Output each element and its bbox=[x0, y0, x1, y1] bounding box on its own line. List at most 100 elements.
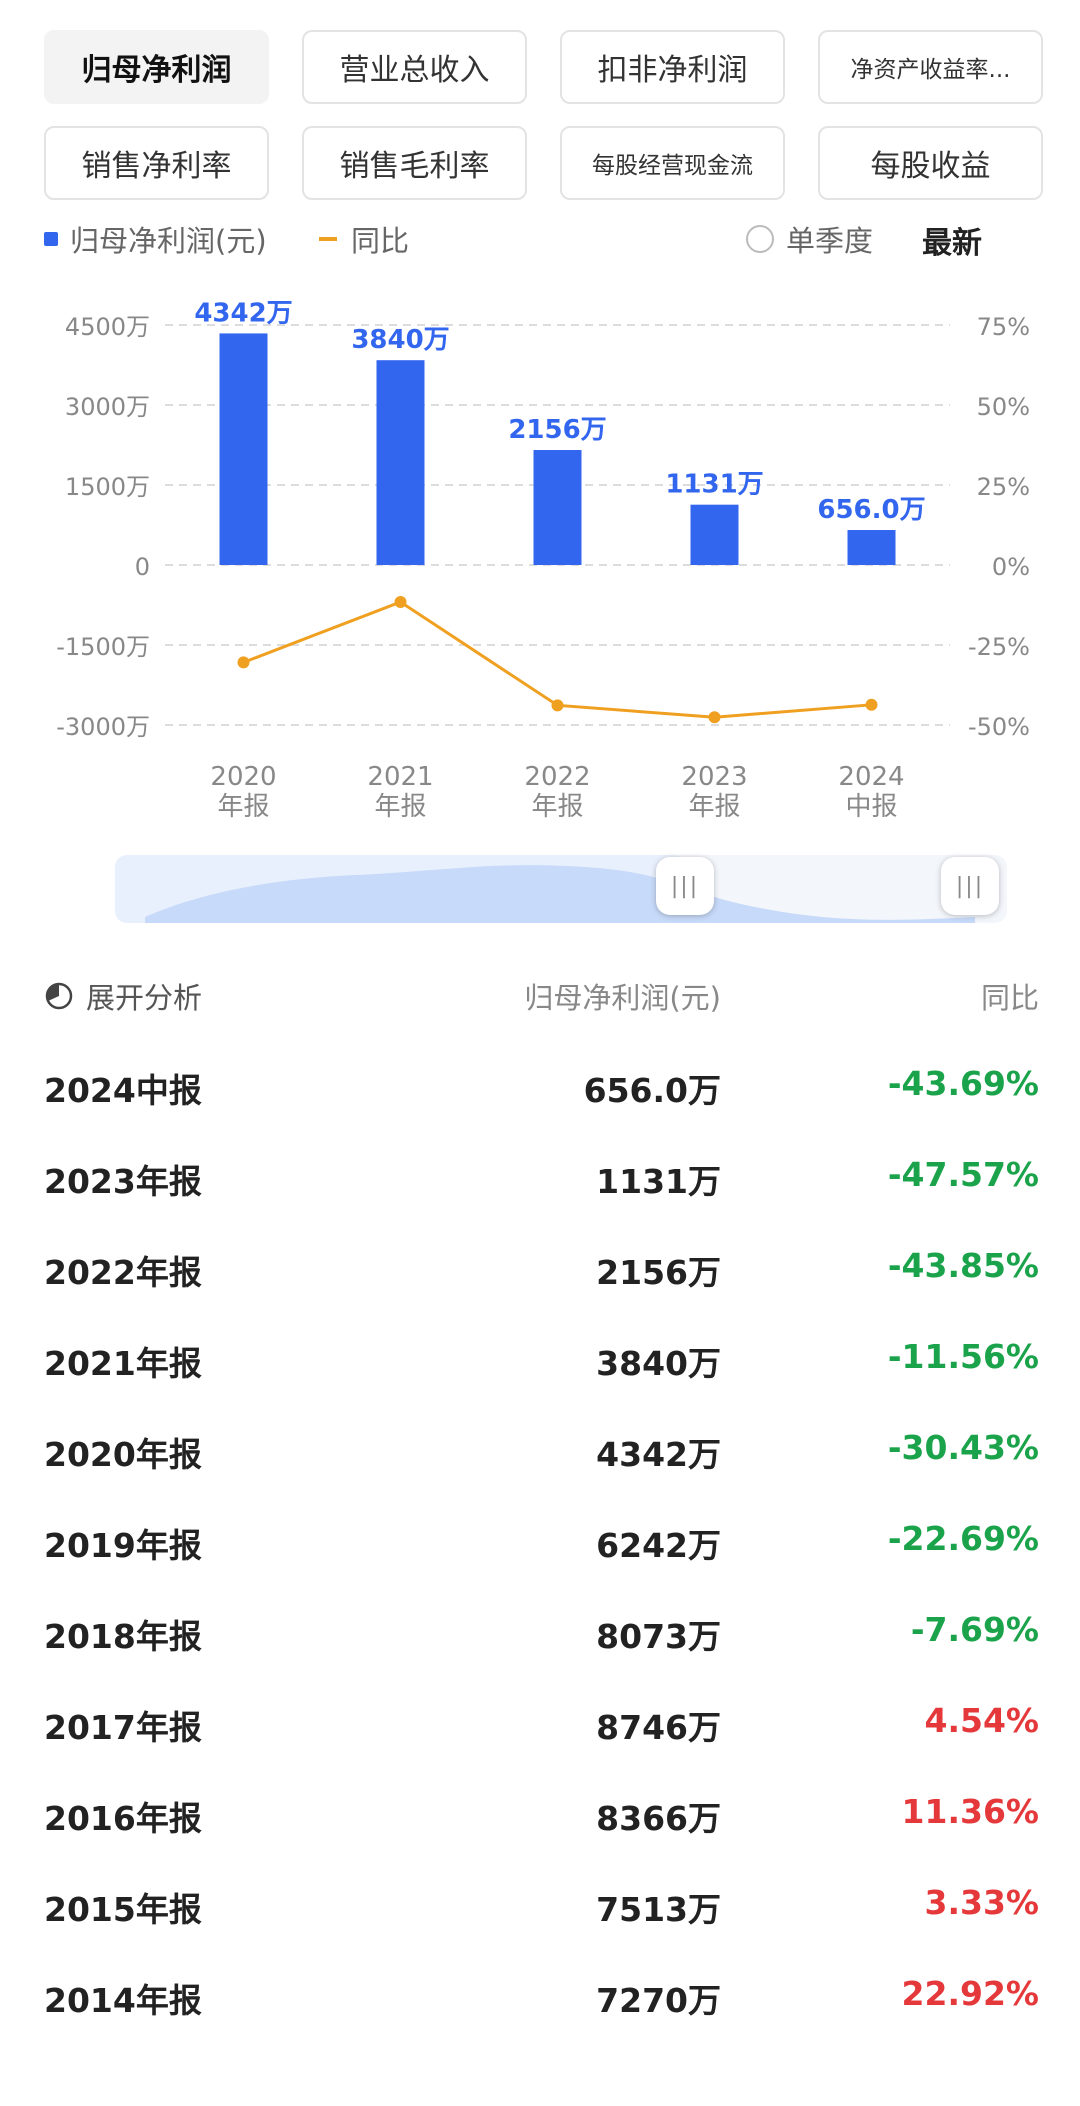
table-row[interactable]: 2016年报 8366万 11.36% bbox=[44, 1772, 1039, 1863]
yoy-point bbox=[551, 699, 564, 712]
tab-net-profit-parent[interactable]: 归母净利润 bbox=[44, 30, 269, 104]
row-period: 2015年报 bbox=[44, 1890, 202, 1929]
bar bbox=[376, 360, 425, 565]
tab-total-revenue[interactable]: 营业总收入 bbox=[302, 30, 527, 104]
tab-deducted-net-profit[interactable]: 扣非净利润 bbox=[560, 30, 785, 104]
row-period: 2018年报 bbox=[44, 1617, 202, 1656]
row-period: 2017年报 bbox=[44, 1708, 202, 1747]
bar bbox=[219, 333, 268, 565]
scroller-overview bbox=[115, 855, 1007, 923]
profit-table: 2024中报 656.0万 -43.69% 2023年报 1131万 -47.57% 202… bbox=[44, 1044, 1039, 2045]
range-scroller[interactable]: ||| ||| bbox=[115, 855, 1007, 923]
x-tick-label: 2022 年报 bbox=[524, 762, 590, 822]
y-left-tick-label: -3000万 bbox=[56, 713, 150, 741]
row-period: 2020年报 bbox=[44, 1435, 202, 1474]
row-yoy: -11.56% bbox=[887, 1337, 1039, 1376]
y-right-tick-label: -50% bbox=[968, 713, 1030, 741]
x-tick-label: 2020 年报 bbox=[210, 762, 276, 822]
row-value: 4342万 bbox=[596, 1435, 721, 1474]
row-value: 1131万 bbox=[596, 1162, 721, 1201]
y-left-tick-label: 3000万 bbox=[65, 393, 150, 421]
y-left-tick-label: 4500万 bbox=[65, 313, 150, 341]
net-profit-chart: 4500万 3000万 1500万 0 -1500万 -3000万 75% 50% 25% 0% -… bbox=[56, 298, 1030, 822]
row-value: 3840万 bbox=[596, 1344, 721, 1383]
row-value: 6242万 bbox=[596, 1526, 721, 1565]
row-yoy: -22.69% bbox=[887, 1519, 1039, 1558]
row-value: 2156万 bbox=[596, 1253, 721, 1292]
scroller-right-handle[interactable]: ||| bbox=[941, 857, 999, 915]
bar-data-label: 2156万 bbox=[508, 415, 606, 445]
yoy-point bbox=[394, 595, 407, 608]
x-tick-label: 2023 年报 bbox=[681, 762, 747, 822]
bar bbox=[847, 530, 896, 565]
bar-swatch-icon bbox=[44, 232, 58, 246]
table-row[interactable]: 2015年报 7513万 3.33% bbox=[44, 1863, 1039, 1954]
yoy-point bbox=[708, 711, 721, 724]
tab-gross-margin[interactable]: 销售毛利率 bbox=[302, 126, 527, 200]
single-quarter-toggle[interactable]: 单季度 bbox=[746, 218, 873, 260]
table-row[interactable]: 2022年报 2156万 -43.85% bbox=[44, 1226, 1039, 1317]
row-period: 2023年报 bbox=[44, 1162, 202, 1201]
expand-analysis[interactable]: 展开分析 bbox=[44, 975, 202, 1017]
row-yoy: 11.36% bbox=[901, 1792, 1039, 1831]
yoy-point bbox=[865, 698, 878, 711]
bar bbox=[690, 504, 739, 565]
table-row[interactable]: 2021年报 3840万 -11.56% bbox=[44, 1317, 1039, 1408]
row-period: 2016年报 bbox=[44, 1799, 202, 1838]
yoy-point bbox=[237, 656, 250, 669]
row-value: 8366万 bbox=[596, 1799, 721, 1838]
x-tick-label: 2024 中报 bbox=[838, 762, 904, 822]
legend-bar-label: 归母净利润(元) bbox=[70, 224, 267, 258]
pie-chart-icon bbox=[45, 982, 73, 1010]
expand-analysis-label: 展开分析 bbox=[86, 981, 203, 1015]
x-tick-label: 2021 年报 bbox=[367, 762, 433, 822]
legend-line[interactable]: 同比 bbox=[319, 218, 409, 260]
radio-icon[interactable] bbox=[746, 225, 774, 253]
y-left-tick-label: -1500万 bbox=[56, 633, 150, 661]
row-yoy: -43.69% bbox=[887, 1064, 1039, 1103]
tab-net-margin[interactable]: 销售净利率 bbox=[44, 126, 269, 200]
table-row[interactable]: 2020年报 4342万 -30.43% bbox=[44, 1408, 1039, 1499]
row-yoy: -7.69% bbox=[910, 1610, 1039, 1649]
y-left-tick-label: 1500万 bbox=[65, 473, 150, 501]
y-left-tick-label: 0 bbox=[135, 553, 150, 581]
y-right-tick-label: 25% bbox=[977, 473, 1030, 501]
tab-eps[interactable]: 每股收益 bbox=[818, 126, 1043, 200]
y-right-tick-label: -25% bbox=[968, 633, 1030, 661]
row-value: 7270万 bbox=[596, 1981, 721, 2020]
row-value: 656.0万 bbox=[583, 1071, 721, 1110]
row-period: 2014年报 bbox=[44, 1981, 202, 2020]
legend-bar[interactable]: 归母净利润(元) bbox=[44, 218, 267, 260]
row-period: 2019年报 bbox=[44, 1526, 202, 1565]
row-period: 2024中报 bbox=[44, 1071, 202, 1110]
table-row[interactable]: 2017年报 8746万 4.54% bbox=[44, 1681, 1039, 1772]
row-period: 2022年报 bbox=[44, 1253, 202, 1292]
row-yoy: -43.85% bbox=[887, 1246, 1039, 1285]
bar-data-label: 4342万 bbox=[194, 298, 292, 328]
tab-roe[interactable]: 净资产收益率... bbox=[818, 30, 1043, 104]
chart-legend: 归母净利润(元) 同比 单季度 最新 bbox=[44, 218, 1044, 261]
table-row[interactable]: 2019年报 6242万 -22.69% bbox=[44, 1499, 1039, 1590]
row-value: 8746万 bbox=[596, 1708, 721, 1747]
bar-data-label: 656.0万 bbox=[817, 495, 925, 525]
y-right-tick-label: 50% bbox=[977, 393, 1030, 421]
bar-data-label: 3840万 bbox=[351, 325, 449, 355]
table-row[interactable]: 2018年报 8073万 -7.69% bbox=[44, 1590, 1039, 1681]
latest-selector[interactable]: 最新 bbox=[922, 218, 982, 262]
latest-label: 最新 bbox=[922, 226, 982, 261]
row-yoy: -47.57% bbox=[887, 1155, 1039, 1194]
tab-operating-cashflow-per-share[interactable]: 每股经营现金流 bbox=[560, 126, 785, 200]
row-yoy: 4.54% bbox=[924, 1701, 1040, 1740]
table-row[interactable]: 2014年报 7270万 22.92% bbox=[44, 1954, 1039, 2045]
table-row[interactable]: 2023年报 1131万 -47.57% bbox=[44, 1135, 1039, 1226]
bar-data-label: 1131万 bbox=[665, 470, 763, 500]
metric-tabs: 归母净利润 营业总收入 扣非净利润 净资产收益率... 销售净利率 销售毛利率 … bbox=[44, 30, 1044, 200]
line-swatch-icon bbox=[319, 237, 337, 241]
row-value: 8073万 bbox=[596, 1617, 721, 1656]
legend-line-label: 同比 bbox=[351, 224, 410, 258]
scroller-left-handle[interactable]: ||| bbox=[656, 857, 714, 915]
y-right-tick-label: 0% bbox=[992, 553, 1030, 581]
row-period: 2021年报 bbox=[44, 1344, 202, 1383]
header-yoy: 同比 bbox=[980, 981, 1039, 1015]
table-row[interactable]: 2024中报 656.0万 -43.69% bbox=[44, 1044, 1039, 1135]
